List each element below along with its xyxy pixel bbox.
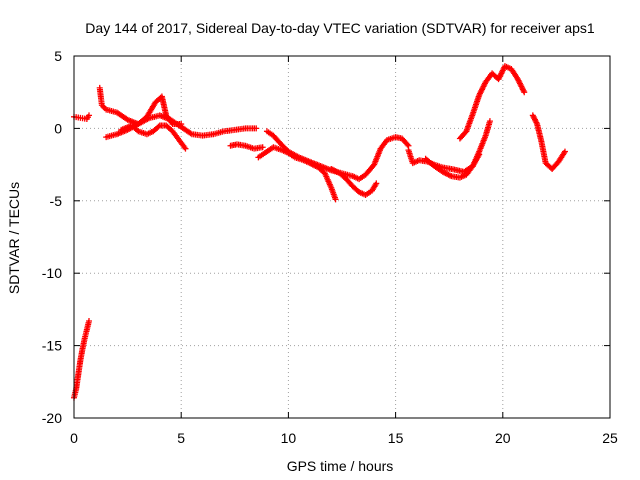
y-tick-label: 0 — [54, 120, 62, 136]
data-point — [259, 144, 266, 151]
y-axis-title: SDTVAR / TECUs — [6, 182, 22, 294]
data-point — [187, 130, 194, 137]
data-point — [332, 196, 339, 203]
data-series-seg-11 — [529, 112, 568, 172]
x-tick-label: 5 — [177, 430, 185, 446]
data-point — [155, 123, 162, 130]
data-series-seg-early — [71, 112, 93, 122]
y-tick-label: -20 — [42, 410, 62, 426]
y-tick-label: -15 — [42, 338, 62, 354]
data-series-seg-8 — [405, 118, 493, 175]
y-tick-label: -5 — [50, 193, 63, 209]
plot-area-frame — [73, 55, 611, 419]
data-point — [373, 180, 380, 187]
data-series-seg-6 — [263, 128, 412, 183]
x-tick-label: 15 — [388, 430, 404, 446]
data-point — [86, 317, 93, 324]
data-point — [521, 89, 528, 96]
data-point — [476, 151, 483, 158]
x-tick-label: 25 — [602, 430, 618, 446]
data-point — [86, 112, 93, 119]
y-tick-label: -10 — [42, 265, 62, 281]
data-point — [253, 125, 260, 132]
x-tick-label: 10 — [281, 430, 297, 446]
data-series-seg-3 — [118, 122, 189, 152]
x-tick-label: 20 — [495, 430, 511, 446]
data-series-seg-10 — [456, 63, 528, 142]
data-series-seg-4 — [227, 141, 266, 152]
x-axis-title: GPS time / hours — [287, 458, 394, 474]
data-series-seg-7 — [328, 165, 380, 199]
data-series-seg-5 — [255, 144, 339, 203]
chart-title: Day 144 of 2017, Sidereal Day-to-day VTE… — [85, 20, 595, 36]
data-point — [134, 127, 141, 134]
grid-lines — [74, 56, 610, 418]
axis-ticks: 0 5 10 15 20 25 -20 -15 -10 -5 0 5 — [42, 48, 618, 446]
data-points — [71, 63, 568, 401]
data-point — [182, 145, 189, 152]
data-series-seg-9 — [422, 151, 483, 181]
x-tick-label: 0 — [70, 430, 78, 446]
data-point — [486, 118, 493, 125]
data-point — [404, 141, 411, 148]
y-tick-label: 5 — [54, 48, 62, 64]
data-point — [561, 148, 568, 155]
